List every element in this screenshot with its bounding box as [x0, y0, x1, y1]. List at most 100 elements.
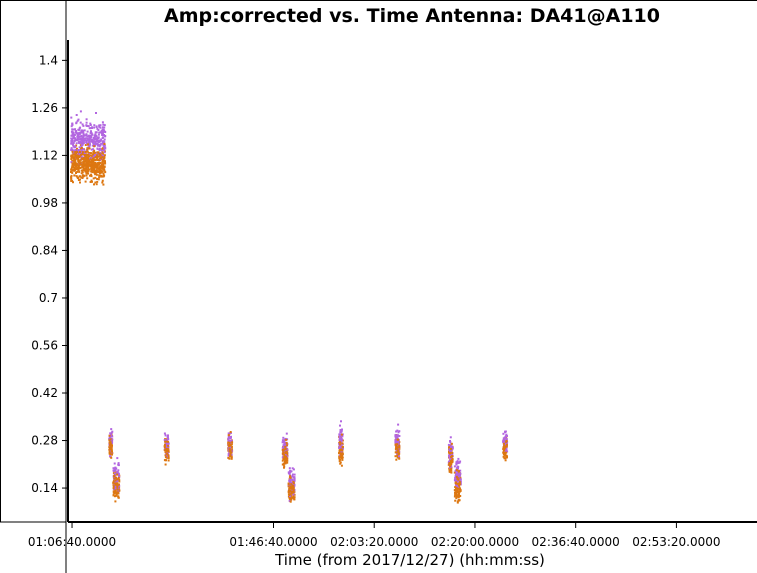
data-point [82, 132, 85, 135]
data-point [74, 151, 77, 153]
data-point [456, 465, 459, 468]
x-tick-label: 02:53:20.0000 [632, 535, 720, 549]
data-point [456, 462, 459, 465]
data-point [448, 464, 451, 466]
data-point [102, 155, 105, 157]
data-point [102, 140, 105, 143]
data-point [283, 441, 286, 444]
data-point [291, 487, 294, 490]
data-point [87, 143, 89, 146]
data-point [290, 491, 293, 494]
data-point [75, 114, 78, 116]
data-point [340, 446, 343, 449]
data-point [117, 483, 120, 486]
data-point [94, 169, 97, 172]
data-point [94, 156, 97, 159]
data-point [457, 457, 460, 460]
data-point [457, 478, 460, 481]
data-point [92, 151, 95, 154]
data-point [117, 477, 120, 479]
data-point [163, 459, 166, 462]
data-point [80, 151, 83, 154]
data-point [87, 164, 90, 167]
data-point [504, 457, 507, 460]
y-tick-label: 0.98 [31, 196, 58, 210]
data-point [86, 158, 89, 160]
data-point [98, 140, 101, 143]
data-point [164, 451, 167, 454]
data-point [340, 454, 343, 457]
data-point [81, 171, 84, 174]
data-point [450, 460, 453, 463]
data-point [83, 129, 86, 132]
data-point [227, 444, 230, 447]
data-point [94, 151, 96, 154]
data-point [292, 482, 295, 485]
data-point [99, 171, 102, 174]
data-point [454, 475, 457, 478]
data-point [87, 153, 90, 156]
data-point [167, 454, 170, 457]
x-tick-label: 02:20:00.0000 [431, 535, 519, 549]
data-point [505, 449, 508, 452]
data-point [451, 458, 454, 460]
data-point [90, 179, 93, 182]
data-point [459, 478, 462, 481]
data-point [79, 166, 82, 169]
data-point [96, 147, 99, 150]
data-point [85, 163, 88, 166]
data-point [284, 460, 287, 463]
data-point [85, 174, 88, 177]
data-point [338, 450, 341, 452]
y-tick-label: 0.42 [31, 386, 58, 400]
data-point [94, 138, 97, 140]
data-point [505, 455, 508, 458]
data-point [457, 473, 460, 476]
data-point [292, 493, 295, 496]
data-point [91, 171, 94, 174]
data-point [339, 462, 342, 465]
data-point [72, 131, 74, 134]
data-point [98, 124, 101, 127]
data-point [394, 434, 397, 437]
data-point [84, 139, 87, 142]
data-point [83, 155, 86, 158]
data-point [71, 150, 74, 153]
data-point [70, 156, 73, 159]
data-point [81, 143, 84, 146]
data-point [456, 500, 459, 503]
data-point [227, 454, 230, 457]
data-point [80, 172, 83, 175]
data-point [116, 486, 119, 488]
data-point [95, 131, 98, 134]
data-point [456, 488, 459, 491]
data-point [286, 444, 289, 447]
data-point [111, 430, 114, 433]
data-point [165, 445, 168, 448]
data-point [229, 437, 232, 440]
data-point [164, 449, 167, 451]
data-point [111, 440, 114, 443]
data-point [80, 139, 83, 142]
data-point [109, 448, 112, 450]
data-point [450, 447, 452, 450]
data-point [83, 174, 86, 177]
data-point [281, 441, 284, 444]
data-point [72, 168, 75, 171]
data-point [164, 434, 167, 437]
data-point [76, 166, 79, 169]
data-point [97, 144, 99, 147]
data-point [82, 133, 85, 136]
data-point [283, 465, 286, 468]
data-point [289, 470, 292, 473]
data-point [90, 170, 93, 173]
data-point [109, 446, 112, 449]
data-point [286, 452, 289, 455]
data-point [75, 167, 78, 170]
data-point [228, 443, 231, 446]
data-point [285, 438, 288, 441]
data-point [85, 139, 88, 142]
data-point [90, 152, 92, 155]
data-point [339, 437, 342, 440]
